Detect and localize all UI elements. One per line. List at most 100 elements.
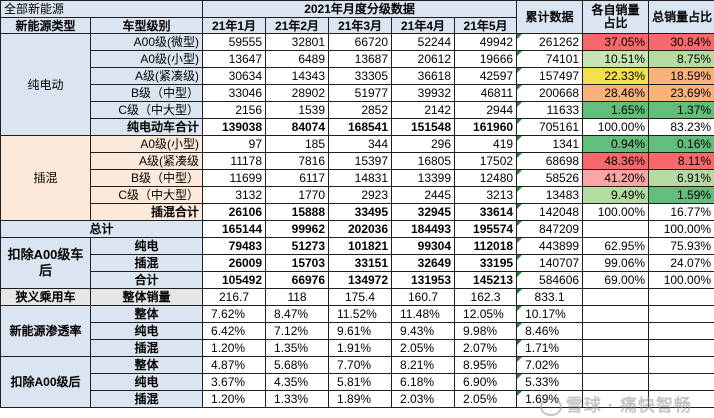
own-share: 99.06% bbox=[582, 254, 650, 272]
cum-value: 5.33% bbox=[516, 373, 584, 391]
month-value: 134972 bbox=[328, 271, 393, 289]
month-value: 1.33% bbox=[265, 390, 330, 408]
month-value: 344 bbox=[328, 135, 393, 153]
total-share bbox=[648, 373, 714, 391]
cum-value: 13483 bbox=[516, 186, 584, 204]
total-share bbox=[648, 288, 714, 306]
total-share: 23.69% bbox=[648, 84, 714, 102]
own-share: 22.33% bbox=[582, 67, 650, 85]
own-share: 1.65% bbox=[582, 101, 650, 119]
level-label: A0级(小型) bbox=[89, 50, 204, 68]
sales-table: 全部新能源 2021年月度分级数据 累计数据 各自销量占比 总销量占比 新能源类… bbox=[0, 0, 714, 408]
own-share bbox=[582, 322, 650, 340]
month-value: 4.87% bbox=[202, 356, 267, 374]
table-row: A级(紧凑级) 30634 14343 33305 36618 42597 157497 22… bbox=[1, 67, 714, 85]
table-row: 插混 A0级(小型) 97 185 344 296 419 1341 0.94% 0.16% bbox=[0, 135, 714, 221]
table-row: 纯电 3.67% 4.35% 5.81% 6.18% 6.90% 5.33% bbox=[1, 373, 714, 391]
level-label: 插混 bbox=[89, 339, 204, 357]
table-row: 总计 165144 99962 202036 184493 195574 847209 100… bbox=[0, 220, 714, 238]
cum-value: 74101 bbox=[516, 50, 584, 68]
month-value: 2852 bbox=[328, 101, 393, 119]
month-value: 16805 bbox=[391, 152, 456, 170]
month-value: 11699 bbox=[202, 169, 267, 187]
table-row: 插混 26009 15703 33151 32649 33195 140707 99.06% 2… bbox=[1, 254, 714, 272]
month-value: 2156 bbox=[202, 101, 267, 119]
table-row: 纯电 6.42% 7.12% 9.61% 9.43% 9.98% 8.46% bbox=[1, 322, 714, 340]
month-value: 1539 bbox=[265, 101, 330, 119]
cum-value: 142048 bbox=[516, 203, 584, 221]
month-value: 8.47% bbox=[265, 305, 330, 323]
level-label: 纯电 bbox=[89, 373, 204, 391]
month-value: 15703 bbox=[265, 254, 330, 272]
level-label: C级（中大型） bbox=[89, 186, 204, 204]
total-share bbox=[648, 322, 714, 340]
month-value: 1.20% bbox=[202, 339, 267, 357]
month-value: 33614 bbox=[454, 203, 518, 221]
level-label: 整体 bbox=[89, 356, 204, 374]
table-row: C级（中大型） 2156 1539 2852 2142 2944 11633 1.65% 1.3… bbox=[1, 101, 714, 119]
total-share: 24.07% bbox=[648, 254, 714, 272]
cum-value: 443899 bbox=[516, 237, 584, 255]
month-value: 46811 bbox=[454, 84, 518, 102]
month-value: 139038 bbox=[202, 118, 267, 136]
total-share bbox=[648, 390, 714, 408]
month-value: 32945 bbox=[391, 203, 456, 221]
cum-value: 7.02% bbox=[516, 356, 584, 374]
month-value: 2445 bbox=[391, 186, 456, 204]
total-share: 1.37% bbox=[648, 101, 714, 119]
total-share bbox=[648, 356, 714, 374]
month-value: 6117 bbox=[265, 169, 330, 187]
month-value: 145213 bbox=[454, 271, 518, 289]
month-value: 51273 bbox=[265, 237, 330, 255]
month-value: 2.07% bbox=[454, 339, 518, 357]
month-value: 175.4 bbox=[328, 288, 393, 306]
cum-header: 累计数据 bbox=[516, 0, 584, 34]
total-share bbox=[648, 305, 714, 323]
total-share bbox=[648, 339, 714, 357]
month-value: 165144 bbox=[202, 220, 267, 238]
level-label: 插混合计 bbox=[89, 203, 204, 221]
month-value: 32649 bbox=[391, 254, 456, 272]
month-value: 15397 bbox=[328, 152, 393, 170]
month-value: 105492 bbox=[202, 271, 267, 289]
table-row: A0级(小型) 13647 6489 13687 20612 19666 74101 10.5… bbox=[1, 50, 714, 68]
cum-value: 157497 bbox=[516, 67, 584, 85]
total-share: 16.77% bbox=[648, 203, 714, 221]
month-value: 151548 bbox=[391, 118, 456, 136]
section-ex-a00: 扣除A00级车后 bbox=[0, 237, 91, 289]
level-label: 纯电动车合计 bbox=[89, 118, 204, 136]
month-value: 7.12% bbox=[265, 322, 330, 340]
month-value: 101821 bbox=[328, 237, 393, 255]
section-ex-a00-2: 扣除A00级后 bbox=[0, 356, 91, 408]
own-share: 41.20% bbox=[582, 169, 650, 187]
level-label: A00级(微型) bbox=[89, 33, 204, 51]
level-label: 插混 bbox=[89, 390, 204, 408]
month-value: 112018 bbox=[454, 237, 518, 255]
own-share: 48.36% bbox=[582, 152, 650, 170]
table-row: 插混 1.20% 1.33% 1.89% 2.03% 2.05% 1.69% bbox=[1, 390, 714, 408]
own-share bbox=[582, 373, 650, 391]
level-label: 纯电 bbox=[89, 322, 204, 340]
month-value: 161960 bbox=[454, 118, 518, 136]
total-share: 6.91% bbox=[648, 169, 714, 187]
month-value: 118 bbox=[265, 288, 330, 306]
cum-value: 10.17% bbox=[516, 305, 584, 323]
month-value: 7.62% bbox=[202, 305, 267, 323]
month-value: 28902 bbox=[265, 84, 330, 102]
level-label: 纯电 bbox=[89, 237, 204, 255]
month-value: 216.7 bbox=[202, 288, 267, 306]
month-value: 7816 bbox=[265, 152, 330, 170]
level-label: A级(紧凑级 bbox=[89, 152, 204, 170]
level-label: A级(紧凑级) bbox=[89, 67, 204, 85]
total-share: 100.00% bbox=[648, 220, 714, 238]
section-narrow: 狭义乘用车 bbox=[0, 288, 91, 306]
month-value: 6.90% bbox=[454, 373, 518, 391]
month-value: 32801 bbox=[265, 33, 330, 51]
month-value: 66976 bbox=[265, 271, 330, 289]
cum-value: 140707 bbox=[516, 254, 584, 272]
level-header: 车型级别 bbox=[89, 17, 204, 34]
own-share: 62.95% bbox=[582, 237, 650, 255]
table-row: 狭义乘用车 整体销量 216.7 118 175.4 160.7 162.3 833.1 bbox=[0, 288, 714, 306]
month-value: 20612 bbox=[391, 50, 456, 68]
month-value: 1.89% bbox=[328, 390, 393, 408]
